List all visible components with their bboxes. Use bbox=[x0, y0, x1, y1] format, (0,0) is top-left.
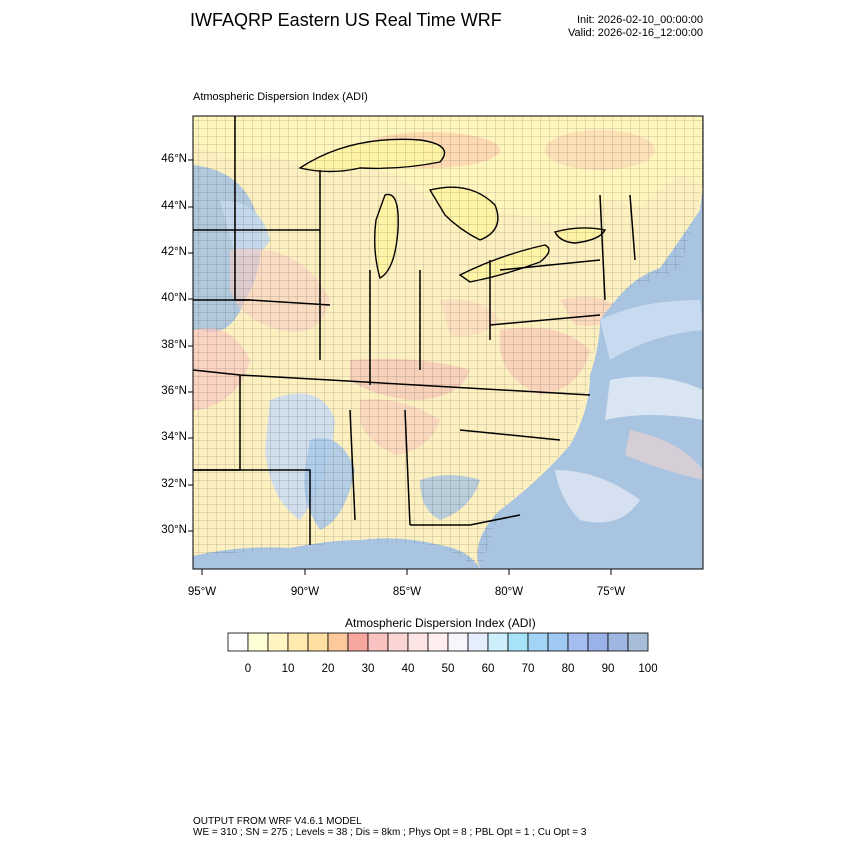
lat-label-38: 38°N bbox=[161, 339, 187, 351]
colorbar-swatch bbox=[587, 632, 609, 652]
lat-label-34: 34°N bbox=[161, 431, 187, 443]
valid-time: Valid: 2026-02-16_12:00:00 bbox=[568, 27, 703, 39]
lat-label-32: 32°N bbox=[161, 478, 187, 490]
colorbar-label: 0 bbox=[244, 663, 252, 675]
lat-label-46: 46°N bbox=[161, 153, 187, 165]
plot-frame bbox=[192, 115, 704, 570]
colorbar-label: 90 bbox=[601, 663, 615, 675]
lat-label-30: 30°N bbox=[161, 524, 187, 536]
state-borders bbox=[193, 116, 636, 545]
colorbar-swatch bbox=[607, 632, 629, 652]
lat-label-42: 42°N bbox=[161, 246, 187, 258]
lat-label-40: 40°N bbox=[161, 292, 187, 304]
colorbar-swatch bbox=[307, 632, 329, 652]
colorbar-swatch bbox=[367, 632, 389, 652]
colorbar-swatch bbox=[467, 632, 489, 652]
colorbar-swatch bbox=[347, 632, 369, 652]
time-info: Init: 2026-02-10_00:00:00 Valid: 2026-02… bbox=[540, 14, 703, 40]
colorbar-swatch bbox=[627, 632, 649, 652]
colorbar-swatch bbox=[327, 632, 349, 652]
page-title: IWFAQRP Eastern US Real Time WRF bbox=[190, 10, 502, 30]
lat-label-36: 36°N bbox=[161, 385, 187, 397]
colorbar-label: 80 bbox=[561, 663, 575, 675]
colorbar-label: 100 bbox=[638, 663, 658, 675]
ocean-patch bbox=[600, 300, 703, 360]
init-time: Init: 2026-02-10_00:00:00 bbox=[577, 14, 703, 26]
colorbar-swatch bbox=[387, 632, 409, 652]
colorbar-swatch bbox=[507, 632, 529, 652]
lat-label-44: 44°N bbox=[161, 200, 187, 212]
colorbar-label: 60 bbox=[481, 663, 495, 675]
colorbar-label: 10 bbox=[281, 663, 295, 675]
colorbar-swatch bbox=[227, 632, 249, 652]
colorbar-swatch bbox=[427, 632, 449, 652]
gulf-of-mexico bbox=[193, 538, 480, 569]
colorbar-swatch bbox=[247, 632, 269, 652]
ocean-patch bbox=[555, 470, 640, 523]
lon-label-90: 90°W bbox=[290, 586, 320, 598]
lon-label-85: 85°W bbox=[392, 586, 422, 598]
colorbar-label: 30 bbox=[361, 663, 375, 675]
colorbar bbox=[227, 632, 649, 652]
colorbar-title: Atmospheric Dispersion Index (ADI) bbox=[345, 616, 536, 630]
colorbar-swatch bbox=[287, 632, 309, 652]
ocean-patch bbox=[605, 376, 703, 420]
colorbar-swatch bbox=[527, 632, 549, 652]
model-footer: OUTPUT FROM WRF V4.6.1 MODEL WE = 310 ; … bbox=[193, 816, 586, 838]
colorbar-swatch bbox=[567, 632, 589, 652]
lon-label-95: 95°W bbox=[187, 586, 217, 598]
colorbar-swatch bbox=[447, 632, 469, 652]
colorbar-swatch bbox=[407, 632, 429, 652]
colorbar-swatch bbox=[487, 632, 509, 652]
map-subtitle: Atmospheric Dispersion Index (ADI) bbox=[193, 91, 368, 103]
colorbar-label: 20 bbox=[321, 663, 335, 675]
footer-line-1: OUTPUT FROM WRF V4.6.1 MODEL bbox=[193, 816, 362, 827]
colorbar-label: 70 bbox=[521, 663, 535, 675]
colorbar-label: 50 bbox=[441, 663, 455, 675]
colorbar-swatch bbox=[267, 632, 289, 652]
lon-label-75: 75°W bbox=[596, 586, 626, 598]
ocean-patch bbox=[625, 430, 703, 480]
lon-label-80: 80°W bbox=[494, 586, 524, 598]
colorbar-swatch bbox=[547, 632, 569, 652]
footer-line-2: WE = 310 ; SN = 275 ; Levels = 38 ; Dis … bbox=[193, 827, 587, 838]
axis-ticks bbox=[188, 159, 612, 575]
colorbar-label: 40 bbox=[401, 663, 415, 675]
map-area bbox=[193, 116, 703, 569]
